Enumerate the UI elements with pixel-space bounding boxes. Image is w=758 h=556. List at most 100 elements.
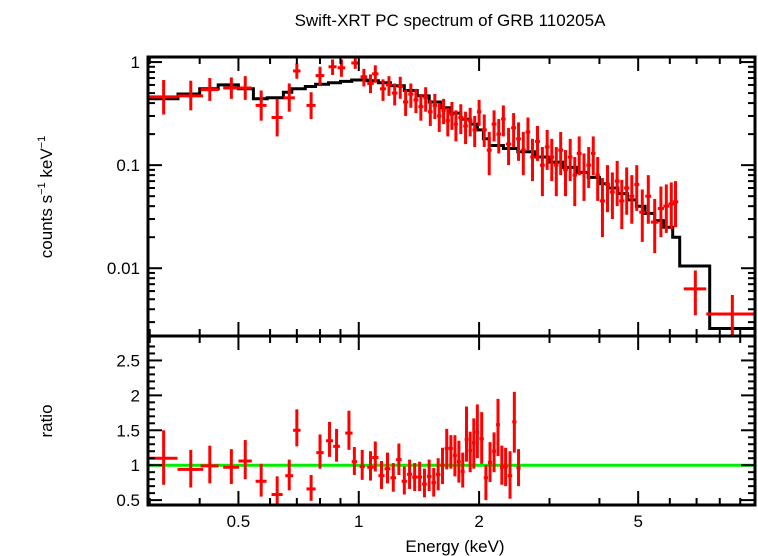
spectrum-point (595, 156, 600, 201)
ratio-point (426, 459, 432, 492)
spectrum-frame (146, 55, 757, 338)
ratio-point (475, 404, 480, 459)
spectrum-point (706, 294, 755, 336)
spectrum-point (683, 270, 707, 316)
ratio-point (223, 449, 240, 485)
spectrum-point (486, 131, 492, 176)
ratio-point (487, 442, 493, 482)
ratio-point (255, 463, 267, 497)
ratio-point (456, 440, 461, 483)
y-tick-label: 1 (131, 53, 140, 72)
ratio-point (468, 431, 473, 473)
ratio-point (512, 391, 517, 453)
spectrum-point (663, 184, 670, 233)
spectrum-point (572, 156, 577, 207)
ratio-point (285, 459, 294, 491)
spectrum-point (590, 136, 596, 176)
ratio-point (271, 476, 283, 505)
spectrum-point (386, 76, 392, 96)
ratio-point (351, 447, 358, 475)
ratio-point (507, 451, 513, 499)
spectrum-point (283, 83, 295, 112)
ratio-point (396, 443, 402, 475)
spectrum-point (441, 98, 446, 125)
ratio-point (431, 467, 436, 497)
ratio-point (460, 452, 465, 488)
spectrum-point (581, 153, 587, 201)
ratio-point (479, 412, 484, 464)
spectrum-point (520, 131, 526, 176)
spectrum-point (148, 80, 178, 115)
spectrum-point (586, 146, 591, 189)
spectrum-point (458, 104, 464, 135)
spectrum-point (604, 165, 610, 213)
spectrum-point (432, 94, 438, 120)
spectrum-point (463, 111, 468, 145)
spectrum-point (408, 83, 414, 108)
ratio-point (200, 445, 219, 484)
spectrum-point (293, 63, 301, 79)
spectrum-point (629, 175, 635, 224)
spectrum-point (563, 150, 568, 197)
ratio-point (472, 418, 476, 469)
ratio-point (444, 428, 449, 470)
x-tick-label: 2 (474, 512, 483, 531)
spectrum-point (609, 172, 615, 220)
spectrum-point (413, 88, 419, 114)
ratio-point (238, 440, 252, 480)
ratio-point (499, 445, 504, 485)
spectrum-point (539, 146, 545, 197)
spectrum-point (391, 83, 398, 106)
spectrum-point (496, 119, 502, 154)
spectrum-point (525, 117, 531, 151)
spectrum-point (223, 77, 240, 99)
spectrum-point (472, 115, 477, 147)
spectrum-point (177, 80, 204, 111)
spectrum-point (639, 189, 646, 242)
y-tick-label: 2 (131, 386, 140, 405)
spectrum-point (255, 90, 267, 121)
spectrum-point (453, 110, 458, 142)
chart-title: Swift-XRT PC spectrum of GRB 110205A (295, 11, 607, 30)
spectrum-point (402, 89, 409, 116)
ratio-data-points (148, 391, 521, 505)
ratio-point (452, 435, 457, 477)
ratio-point (406, 459, 413, 489)
ratio-point (316, 434, 324, 469)
ratio-point (390, 463, 397, 492)
spectrum-point (501, 105, 506, 137)
spectrum-point (427, 99, 433, 126)
y-tick-label: 0.5 (116, 491, 140, 510)
spectrum-y-axis-title: counts s−1 keV−1 (36, 136, 56, 258)
y-tick-label: 0.1 (116, 156, 140, 175)
spectrum-point (315, 66, 325, 85)
spectrum-point (614, 160, 620, 207)
ratio-point (464, 406, 469, 462)
spectrum-point (645, 175, 652, 224)
spectrum-point (554, 146, 559, 197)
spectrum-point (449, 101, 454, 130)
y-tick-label: 2.5 (116, 351, 140, 370)
spectrum-point (437, 103, 442, 132)
spectrum-point (657, 186, 664, 238)
ratio-point (417, 461, 423, 492)
ratio-point (483, 465, 488, 501)
spectrum-point (599, 178, 605, 238)
ratio-point (503, 447, 508, 487)
ratio-point (384, 452, 391, 484)
spectrum-point (535, 125, 540, 161)
spectrum-point (476, 99, 482, 126)
spectrum-point (418, 94, 424, 121)
spectrum-point (619, 179, 625, 230)
spectrum-point (650, 198, 659, 254)
spectrum-panel: 1 0.1 0.01 counts s−1 keV−1 (36, 53, 757, 338)
ratio-point (496, 398, 500, 457)
ratio-panel: 0.5 1 1.5 2 2.5 0.5 1 2 5 ratio (37, 334, 757, 531)
spectrum-point (367, 74, 374, 94)
spectrum-point (544, 129, 550, 170)
ratio-point (492, 432, 497, 473)
ratio-point (367, 451, 374, 481)
spectrum-point (481, 114, 487, 147)
ratio-frame (146, 334, 757, 507)
